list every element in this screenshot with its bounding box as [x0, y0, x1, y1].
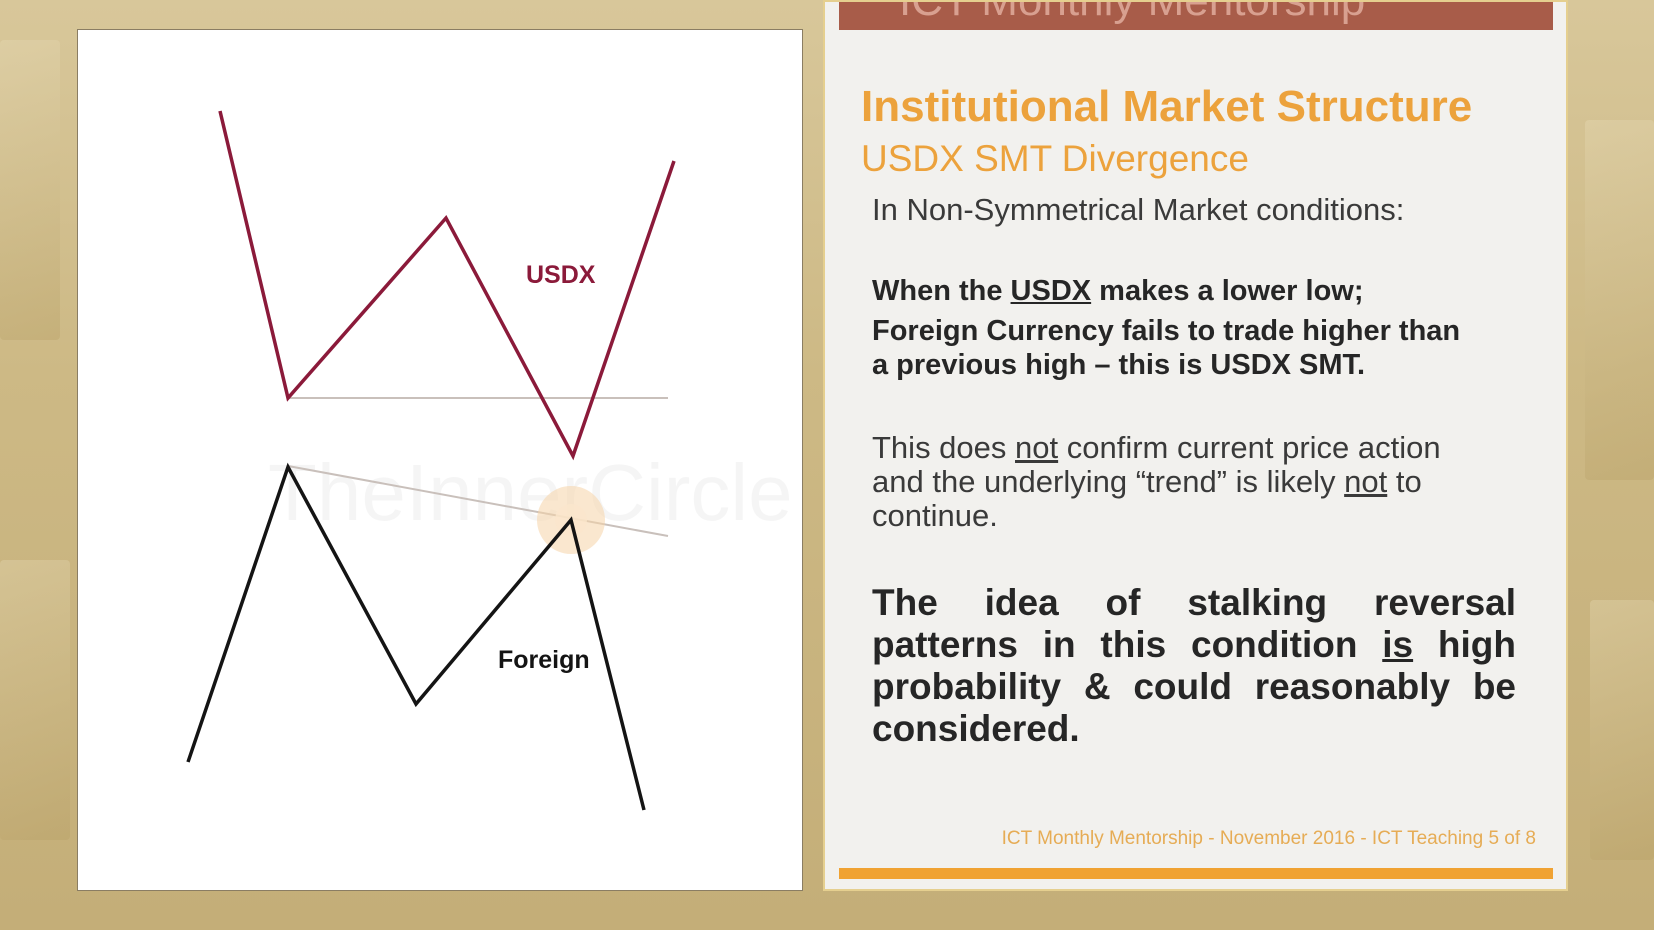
- body-text: and the underlying “trend” is likely: [872, 464, 1345, 499]
- usdx-price-line: [218, 110, 676, 461]
- slide-title: Institutional Market Structure: [861, 82, 1473, 131]
- body-text: This does: [872, 430, 1016, 465]
- footer-text: ICT Monthly Mentorship - November 2016 -…: [1001, 828, 1536, 849]
- foreign-price-line: [186, 462, 646, 811]
- banner-text: ICT Monthly Mentorship: [899, 2, 1365, 26]
- body-underlined-text: not: [1015, 430, 1059, 465]
- intro-text: In Non-Symmetrical Market conditions:: [872, 192, 1405, 227]
- slide-text-panel: ICT Monthly Mentorship Institutional Mar…: [823, 0, 1568, 891]
- body-underlined-text: not: [1344, 464, 1388, 499]
- top-banner: ICT Monthly Mentorship: [839, 2, 1553, 30]
- rule-text: When the: [872, 275, 1011, 307]
- body-line: continue.: [872, 498, 998, 533]
- body-line: This does not confirm current price acti…: [872, 430, 1441, 466]
- rule-line: a previous high – this is USDX SMT.: [872, 349, 1366, 381]
- body-line: and the underlying “trend” is likely not…: [872, 464, 1422, 500]
- conclusion-text: high probability & could reasonably be c…: [872, 624, 1516, 749]
- slide-subtitle: USDX SMT Divergence: [861, 138, 1249, 179]
- usdx-label: USDX: [526, 261, 596, 289]
- smt-diagram: TheInnerCircle USDX Foreign: [186, 110, 793, 811]
- conclusion-paragraph: The idea of stalking reversal patterns i…: [872, 582, 1516, 750]
- conclusion-text: The idea of stalking reversal patterns i…: [872, 582, 1516, 665]
- rule-underlined-text: USDX: [1010, 275, 1092, 307]
- background-shape: [1590, 600, 1654, 860]
- background-shape: [0, 560, 70, 840]
- body-text: to: [1387, 464, 1422, 499]
- watermark: TheInnerCircle: [268, 448, 793, 537]
- body-text: confirm current price action: [1058, 430, 1441, 465]
- foreign-label: Foreign: [498, 646, 590, 674]
- footer-bar: [839, 868, 1553, 879]
- smt-diagram-panel: TheInnerCircle USDX Foreign: [77, 29, 803, 891]
- background-shape: [1585, 120, 1654, 480]
- rule-text: makes a lower low;: [1091, 275, 1364, 307]
- background-shape: [0, 40, 60, 340]
- conclusion-underlined-text: is: [1382, 624, 1414, 665]
- rule-line: When the USDX makes a lower low;: [872, 275, 1364, 308]
- rule-line: Foreign Currency fails to trade higher t…: [872, 315, 1461, 347]
